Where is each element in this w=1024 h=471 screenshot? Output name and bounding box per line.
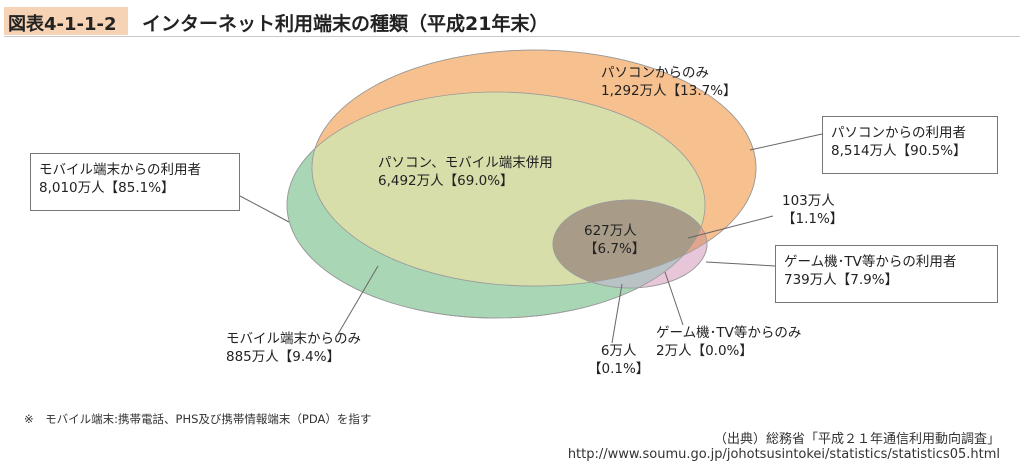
label-pc-game: 103万人 【1.1%】 xyxy=(782,193,844,227)
header-divider xyxy=(4,36,1020,37)
label-triple: 627万人 【6.7%】 xyxy=(584,223,646,257)
leader-game-only xyxy=(664,271,684,326)
footnote: ※ モバイル端末:携帯電話、PHS及び携帯情報端末（PDA）を指す xyxy=(24,412,372,426)
figure-number: 図表4-1-1-2 xyxy=(8,14,117,35)
label-mobile-game: 6万人 【0.1%】 xyxy=(588,343,650,377)
leader-pc-users xyxy=(749,133,823,151)
label-pc-only: パソコンからのみ 1,292万人【13.7%】 xyxy=(601,65,737,99)
label-mobile-only: モバイル端末からのみ 885万人【9.4%】 xyxy=(226,331,361,365)
figure-header: 図表4-1-1-2 インターネット利用端末の種類（平成21年末） xyxy=(0,0,1024,40)
leader-pc-game xyxy=(687,215,774,239)
source-citation: （出典）総務省「平成２１年通信利用動向調査」 xyxy=(713,432,1000,447)
source-url: http://www.soumu.go.jp/johotsusintokei/s… xyxy=(567,447,1000,462)
figure-title: インターネット利用端末の種類（平成21年末） xyxy=(142,13,549,35)
box-mobile-users: モバイル端末からの利用者 8,010万人【85.1%】 xyxy=(30,153,240,211)
label-pc-mobile: パソコン、モバイル端末併用 6,492万人【69.0%】 xyxy=(378,155,553,189)
label-game-only: ゲーム機･TV等からのみ 2万人【0.0%】 xyxy=(656,325,802,359)
leader-mobile-users xyxy=(239,195,290,223)
figure-number-badge: 図表4-1-1-2 xyxy=(4,7,128,35)
box-pc-users: パソコンからの利用者 8,514万人【90.5%】 xyxy=(822,116,998,174)
leader-mobile-game xyxy=(611,283,623,344)
leader-game-users xyxy=(705,261,776,267)
box-game-users: ゲーム機･TV等からの利用者 739万人【7.9%】 xyxy=(775,245,998,303)
leader-mobile-only xyxy=(337,265,379,335)
